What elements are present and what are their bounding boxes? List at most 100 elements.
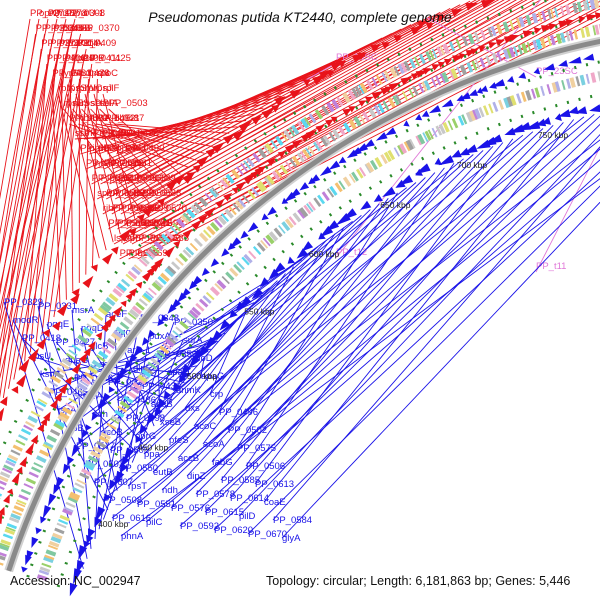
cog-stripe: [57, 414, 68, 423]
cog-stripe: [153, 240, 164, 251]
forward-gene-label: folK-1: [68, 38, 93, 49]
cog-stripe: [15, 501, 26, 508]
cog-stripe: [217, 215, 227, 226]
reverse-gene-label: ppa: [144, 449, 161, 460]
cog-stripe: [193, 237, 203, 248]
reverse-gene-leader: [159, 239, 328, 423]
reverse-cds-arrow: [48, 493, 57, 507]
cog-stripe: [317, 194, 326, 205]
cog-stripe: [162, 342, 172, 350]
cog-stripe: [107, 337, 118, 347]
cog-stripe: [164, 338, 175, 348]
cog-stripe: [321, 105, 330, 116]
cog-stripe: [459, 64, 468, 76]
cog-stripe: [472, 109, 479, 120]
forward-gene-label: katA: [111, 128, 131, 139]
cog-stripe: [540, 37, 547, 49]
reverse-gene-leader: [37, 305, 88, 559]
cog-stripe: [204, 192, 213, 202]
cog-stripe: [71, 392, 82, 399]
cog-stripe: [52, 532, 63, 540]
cog-stripe: [593, 0, 600, 9]
cog-stripe: [153, 352, 164, 361]
cog-stripe: [36, 574, 48, 582]
cog-stripe: [79, 472, 90, 480]
cog-stripe: [399, 143, 408, 154]
cog-stripe: [252, 152, 261, 163]
cog-stripe: [182, 249, 192, 259]
forward-cds-arrow: [437, 61, 445, 68]
cog-stripe: [300, 118, 310, 129]
reverse-cds-arrow: [67, 456, 75, 466]
cog-stripe: [0, 555, 6, 561]
forward-gene-label: speA: [97, 188, 119, 199]
cog-stripe: [308, 201, 316, 211]
reverse-gene-label: PP_0350: [174, 317, 213, 328]
cog-stripe: [298, 207, 309, 218]
cog-stripe: [143, 366, 154, 375]
cog-stripe: [423, 79, 431, 91]
cog-stripe: [180, 214, 190, 224]
reverse-cds-arrow: [363, 139, 375, 148]
forward-cds-arrow: [325, 119, 334, 127]
cog-stripe: [585, 73, 590, 84]
forward-cds-arrow: [120, 300, 127, 308]
cog-stripe: [113, 329, 124, 339]
cog-stripe: [492, 52, 499, 64]
reverse-cds-arrow: [568, 56, 582, 64]
cog-stripe: [520, 91, 527, 103]
forward-gene-arrow: [410, 26, 423, 35]
cog-stripe: [275, 135, 284, 146]
cog-stripe: [471, 60, 478, 71]
forward-gene-label: selB: [91, 98, 109, 109]
forward-gene-arrow: [238, 120, 253, 133]
cog-stripe: [0, 475, 9, 483]
forward-cds-arrow: [198, 213, 209, 224]
forward-gene-leader: [126, 0, 542, 230]
forward-cds-arrow: [330, 116, 338, 123]
reverse-gene-arrow: [219, 319, 231, 331]
reverse-cds-arrow: [210, 258, 220, 267]
reverse-cds-arrow: [267, 206, 277, 216]
forward-cds-arrow: [59, 383, 68, 395]
reverse-gene-label: eutB: [153, 467, 173, 478]
reverse-cds-arrow: [403, 120, 410, 127]
forward-cds-arrow: [88, 341, 96, 350]
forward-gene-label: ribH: [89, 143, 107, 154]
reverse-gene-leader: [281, 201, 600, 539]
forward-gene-label: PP_0491: [93, 128, 132, 139]
reverse-gene-label: apaG: [201, 371, 224, 382]
cog-stripe: [251, 187, 260, 197]
cog-stripe: [101, 301, 112, 311]
cog-stripe: [115, 326, 126, 336]
cog-stripe: [10, 449, 21, 456]
reverse-cds-arrow: [26, 550, 34, 562]
cog-stripe: [151, 281, 162, 292]
reverse-gene-label: adh: [92, 409, 108, 420]
forward-gene-label: PP_0419: [56, 53, 95, 64]
forward-cds-arrow: [19, 456, 27, 468]
forward-gene-arrow: [205, 147, 217, 158]
forward-cds-arrow: [470, 48, 479, 55]
cog-stripe: [0, 480, 7, 486]
cog-stripe: [517, 44, 523, 55]
forward-gene-leader: [0, 18, 58, 290]
reverse-gene-arrow: [83, 540, 91, 549]
cog-stripe: [0, 544, 10, 552]
cog-stripe: [159, 345, 170, 355]
cog-stripe: [43, 556, 54, 564]
cog-stripe: [5, 526, 16, 532]
forward-gene-leader: [57, 93, 100, 259]
cog-stripe: [87, 455, 99, 464]
cog-stripe: [90, 317, 100, 326]
cog-stripe: [530, 88, 537, 99]
cog-stripe: [403, 60, 411, 72]
reverse-gene-label: ndh: [162, 485, 178, 496]
reverse-gene-arrow: [504, 127, 516, 136]
reverse-gene-arrow: [589, 104, 600, 112]
cog-stripe: [448, 41, 456, 52]
cog-stripe: [589, 0, 596, 10]
forward-gene-arrow: [302, 79, 311, 87]
reverse-cds-arrow: [81, 429, 89, 440]
